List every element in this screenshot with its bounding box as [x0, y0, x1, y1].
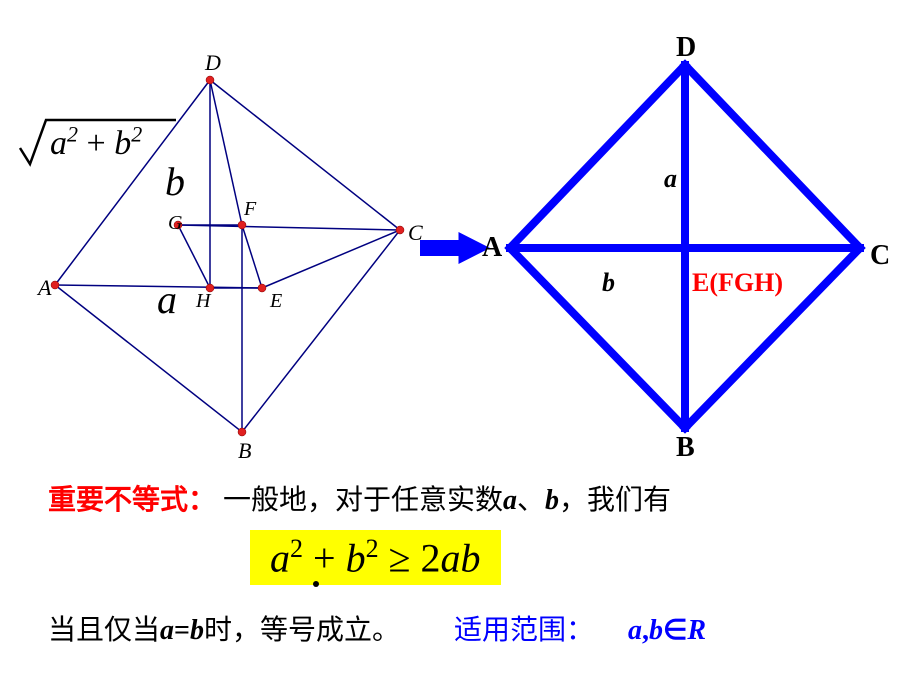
- line3-right-label: 适用范围：: [454, 615, 594, 646]
- line3-in: ∈: [663, 615, 687, 646]
- line3-left2: 时，等号成立。: [204, 615, 400, 646]
- center-dot-icon: [0, 0, 920, 690]
- line3-R: R: [687, 615, 706, 646]
- text-line-3: 当且仅当a=b时，等号成立。 适用范围： a,b∈R: [48, 608, 706, 648]
- line3-eq-b: b: [190, 615, 204, 646]
- line3-a: a: [628, 615, 642, 646]
- line3-left: 当且仅当: [48, 615, 160, 646]
- line3-b: b: [649, 615, 663, 646]
- line3-eq-eq: =: [174, 615, 190, 646]
- line3-eq-a: a: [160, 615, 174, 646]
- line3-sep: ,: [642, 615, 649, 646]
